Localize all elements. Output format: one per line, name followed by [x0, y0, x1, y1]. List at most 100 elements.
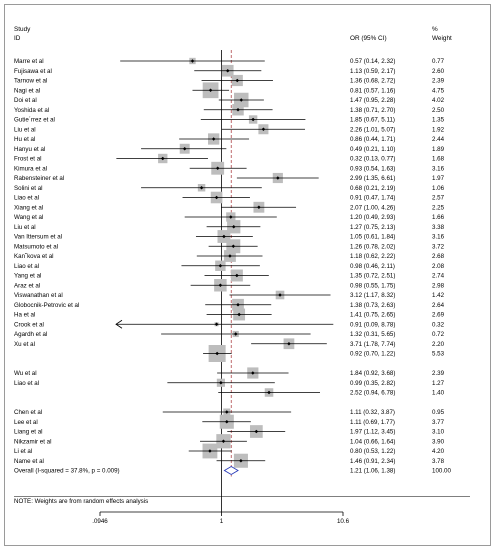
point-estimate: [251, 371, 255, 375]
figure-border: [4, 4, 491, 546]
or-ci-value: 0.80 (0.53, 1.22): [350, 448, 395, 455]
weight-value: 1.35: [432, 117, 445, 124]
point-estimate: [215, 166, 220, 171]
weight-value: 3.72: [432, 243, 445, 250]
or-ci-value: 0.81 (0.57, 1.16): [350, 87, 395, 94]
weight-value: 1.66: [432, 214, 445, 221]
weight-value: 2.60: [432, 68, 445, 75]
or-ci-value: 1.41 (0.75, 2.65): [350, 312, 395, 319]
point-estimate: [229, 215, 233, 219]
study-label: Doi et al: [14, 97, 37, 104]
weight-value: 5.53: [432, 351, 445, 358]
study-row: 0.92 (0.70, 1.22) 5.53: [203, 345, 445, 362]
study-row: Xu et al 3.71 (1.78, 7.74) 2.20: [14, 338, 445, 350]
point-estimate: [239, 98, 244, 102]
or-ci-value: 0.91 (0.47, 1.74): [350, 195, 395, 202]
study-row: Nagi et al 0.81 (0.57, 1.16) 4.75: [14, 82, 445, 99]
point-estimate: [236, 107, 240, 112]
point-estimate: [235, 78, 240, 83]
or-ci-value: 1.26 (0.78, 2.02): [350, 243, 395, 250]
weight-value: 2.57: [432, 195, 445, 202]
or-ci-value: 0.98 (0.55, 1.75): [350, 282, 395, 289]
study-row: Wu et al 1.84 (0.92, 3.68) 2.39: [14, 367, 445, 379]
or-ci-value: 2.07 (1.00, 4.26): [350, 204, 395, 211]
study-row: Globocnik-Petrovic et al 1.38 (0.73, 2.63…: [14, 298, 445, 311]
weight-value: 1.40: [432, 390, 445, 397]
study-row: Xiang et al 2.07 (1.00, 4.26) 2.25: [14, 201, 445, 213]
point-estimate: [287, 341, 291, 346]
or-ci-value: 1.05 (0.61, 1.84): [350, 234, 395, 241]
or-ci-value: 1.46 (0.91, 2.34): [350, 458, 395, 465]
overall-label: Overall (I-squared = 37.8%, p = 0.009): [14, 468, 120, 475]
weight-value: 0.77: [432, 58, 445, 65]
or-ci-value: 1.38 (0.73, 2.63): [350, 302, 395, 309]
or-ci-value: 0.68 (0.21, 2.19): [350, 185, 395, 192]
study-label: Chen et al: [14, 409, 42, 416]
weight-value: 1.68: [432, 156, 445, 163]
weight-value: 1.27: [432, 380, 445, 387]
weight-value: 2.25: [432, 204, 445, 211]
study-label: Solini et al: [14, 185, 43, 192]
weight-value: 2.98: [432, 282, 445, 289]
overall-or-ci: 1.21 (1.06, 1.38): [350, 468, 395, 475]
point-estimate: [182, 146, 187, 151]
study-row: Yoshida et al 1.38 (0.71, 2.70) 2.50: [14, 104, 445, 116]
weight-value: 3.77: [432, 419, 445, 426]
weight-value: 2.64: [432, 302, 445, 309]
or-ci-value: 1.35 (0.72, 2.51): [350, 273, 395, 280]
study-label: Liao et al: [14, 263, 39, 270]
study-row: Ha et al 1.41 (0.75, 2.65) 2.69: [14, 308, 445, 321]
point-estimate: [228, 254, 232, 258]
study-row: Matsumoto et al 1.26 (0.78, 2.02) 3.72: [14, 239, 445, 254]
point-estimate: [211, 137, 216, 141]
overall-diamond: [223, 465, 239, 476]
weight-value: 1.89: [432, 146, 445, 153]
study-label: Van Ittersum et al: [14, 234, 62, 241]
point-estimate: [225, 68, 230, 73]
study-label: Agardh et al: [14, 331, 47, 338]
study-label: Crook et al: [14, 321, 44, 328]
header-or-ci: OR (95% CI): [350, 35, 387, 42]
weight-value: 2.69: [432, 312, 445, 319]
header-id: ID: [14, 35, 21, 42]
study-label: Li et al: [14, 448, 32, 455]
study-label: Hanyu et al: [14, 146, 45, 153]
x-tick-label: .0946: [92, 518, 108, 525]
study-row: Fujisawa et al 1.13 (0.59, 2.17) 2.60: [14, 64, 445, 77]
ci-arrow-left: [115, 319, 123, 329]
weight-value: 4.20: [432, 448, 445, 455]
point-estimate: [218, 263, 223, 268]
study-row: Viswanathan et al 3.12 (1.17, 8.32) 1.42: [14, 290, 445, 300]
study-rows: Marre et al 0.57 (0.14, 2.32) 0.77Fujisawa…: [14, 57, 445, 468]
point-estimate: [231, 244, 236, 249]
or-ci-value: 0.92 (0.70, 1.22): [350, 351, 395, 358]
study-row: Liao et al 0.99 (0.35, 2.82) 1.27: [14, 378, 445, 387]
study-label: Viswanathan et al: [14, 292, 63, 299]
study-label: Tarnow et al: [14, 78, 47, 85]
point-estimate: [215, 351, 219, 356]
or-ci-value: 1.47 (0.95, 2.28): [350, 97, 395, 104]
overall-row: Overall (I-squared = 37.8%, p = 0.009) 1.…: [14, 465, 451, 476]
weight-value: 2.39: [432, 370, 445, 377]
point-estimate: [267, 390, 271, 395]
study-row: Agardh et al 1.32 (0.31, 5.65) 0.72: [14, 330, 445, 338]
weight-value: 3.38: [432, 224, 445, 231]
study-label: Araz et al: [14, 282, 40, 289]
study-row: Lee et al 1.11 (0.69, 1.77) 3.77: [14, 414, 445, 429]
point-estimate: [237, 312, 241, 317]
or-ci-value: 0.91 (0.09, 8.78): [350, 321, 395, 328]
weight-value: 0.72: [432, 331, 445, 338]
study-label: Nagi et al: [14, 87, 40, 94]
study-row: Crook et al 0.91 (0.09, 8.78) 0.32: [14, 319, 445, 329]
point-estimate: [214, 322, 219, 327]
weight-value: 1.42: [432, 292, 445, 299]
or-ci-value: 1.11 (0.69, 1.77): [350, 419, 395, 426]
study-label: Liu et al: [14, 126, 36, 133]
header-percent: %: [432, 26, 438, 33]
point-estimate: [254, 429, 259, 434]
weight-value: 2.39: [432, 78, 445, 85]
study-label: Rabensteiner et al: [14, 175, 64, 182]
point-estimate: [219, 380, 223, 385]
weight-value: 0.95: [432, 409, 445, 416]
